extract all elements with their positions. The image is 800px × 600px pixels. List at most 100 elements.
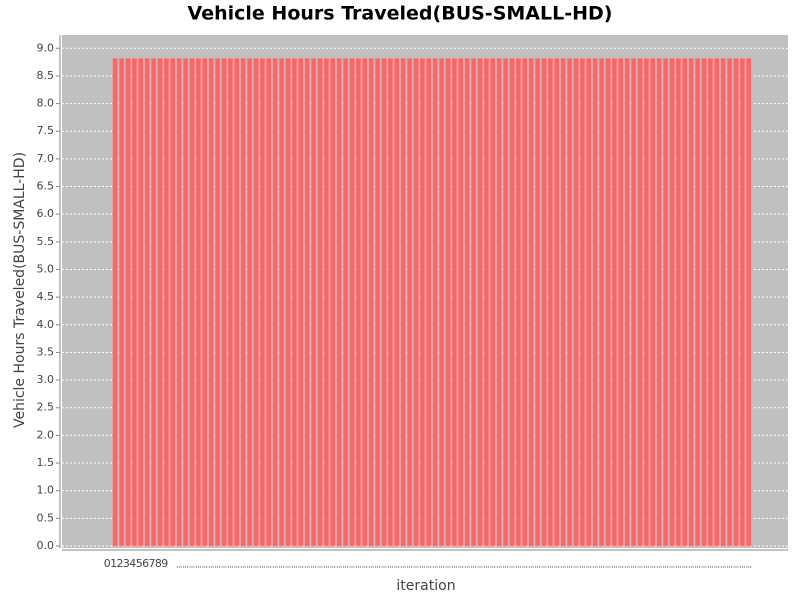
x-tick-label: 7 xyxy=(149,557,156,570)
y-tick-label: 1.0 xyxy=(37,484,55,497)
bar xyxy=(681,57,688,547)
x-tick-label: 1 xyxy=(110,557,117,570)
bar xyxy=(400,57,407,547)
bar xyxy=(445,57,451,547)
bar xyxy=(624,57,631,547)
y-tick-label: 6.5 xyxy=(37,180,55,193)
bar xyxy=(336,57,343,547)
y-tick-label: 0.0 xyxy=(37,539,55,552)
bar xyxy=(739,57,746,547)
bar xyxy=(598,57,605,547)
bar xyxy=(265,57,272,547)
bar xyxy=(253,57,259,547)
bar xyxy=(656,57,663,547)
y-tick-label: 0.5 xyxy=(37,511,55,524)
chart-title: Vehicle Hours Traveled(BUS-SMALL-HD) xyxy=(188,3,613,25)
bar xyxy=(112,57,119,547)
bar xyxy=(425,57,432,547)
bar xyxy=(221,57,227,547)
bar xyxy=(323,57,330,547)
bar xyxy=(502,57,509,547)
y-tick-label: 5.5 xyxy=(37,235,55,248)
bar xyxy=(662,57,669,547)
bar xyxy=(553,57,560,547)
bar xyxy=(592,57,599,547)
bar xyxy=(291,57,298,547)
bar xyxy=(387,57,394,547)
bar xyxy=(483,57,490,547)
bar xyxy=(272,57,279,547)
bar xyxy=(464,57,471,547)
bar xyxy=(259,57,266,547)
bar xyxy=(509,57,515,547)
bar xyxy=(637,57,643,547)
bar xyxy=(579,57,586,547)
bar xyxy=(393,57,400,547)
bar xyxy=(457,57,464,547)
bar xyxy=(521,57,528,547)
x-tick-label: 6 xyxy=(142,557,149,570)
bar xyxy=(470,57,477,547)
y-tick-label: 7.0 xyxy=(37,152,55,165)
bar xyxy=(368,57,375,547)
bar xyxy=(489,57,496,547)
y-tick-label: 2.5 xyxy=(37,401,55,414)
bar xyxy=(560,57,567,547)
y-tick-label: 6.0 xyxy=(37,207,55,220)
y-tick-label: 8.0 xyxy=(37,97,55,110)
bar xyxy=(438,57,445,547)
bar xyxy=(329,57,336,547)
bar xyxy=(643,57,650,547)
bar xyxy=(745,57,752,547)
bar xyxy=(733,57,739,547)
y-tick-label: 7.5 xyxy=(37,124,55,137)
bar xyxy=(285,57,291,547)
bar xyxy=(342,57,349,547)
bar xyxy=(278,57,285,547)
x-tick-label: 4 xyxy=(129,557,136,570)
bar xyxy=(611,57,618,547)
x-tick-label: 3 xyxy=(123,557,130,570)
y-axis-label: Vehicle Hours Traveled(BUS-SMALL-HD) xyxy=(12,152,28,428)
bar xyxy=(496,57,503,547)
bar xyxy=(189,57,195,547)
bar xyxy=(528,57,535,547)
bar xyxy=(701,57,707,547)
x-tick-label: 9 xyxy=(161,557,168,570)
bar xyxy=(157,57,163,547)
bar xyxy=(713,57,720,547)
bar xyxy=(374,57,381,547)
bar xyxy=(355,57,362,547)
bar xyxy=(726,57,733,547)
bar xyxy=(182,57,189,547)
x-tick-label: 0 xyxy=(104,557,111,570)
bar xyxy=(144,57,151,547)
bar xyxy=(477,57,483,547)
bar xyxy=(317,57,323,547)
bar xyxy=(451,57,458,547)
bar xyxy=(297,57,304,547)
bar xyxy=(163,57,170,547)
y-tick-label: 3.5 xyxy=(37,345,55,358)
bar xyxy=(432,57,439,547)
x-axis-label: iteration xyxy=(396,578,455,594)
bar xyxy=(381,57,387,547)
bar xyxy=(125,57,131,547)
bar xyxy=(201,57,208,547)
bar xyxy=(669,57,675,547)
bar xyxy=(649,57,656,547)
bar xyxy=(694,57,701,547)
bar xyxy=(541,57,547,547)
bar xyxy=(515,57,522,547)
bar xyxy=(349,57,355,547)
bar xyxy=(246,57,253,547)
y-tick-label: 2.0 xyxy=(37,428,55,441)
bar xyxy=(169,57,176,547)
bar xyxy=(406,57,413,547)
bar xyxy=(566,57,573,547)
bar xyxy=(419,57,426,547)
bar xyxy=(233,57,240,547)
y-tick-label: 8.5 xyxy=(37,69,55,82)
bar xyxy=(131,57,138,547)
